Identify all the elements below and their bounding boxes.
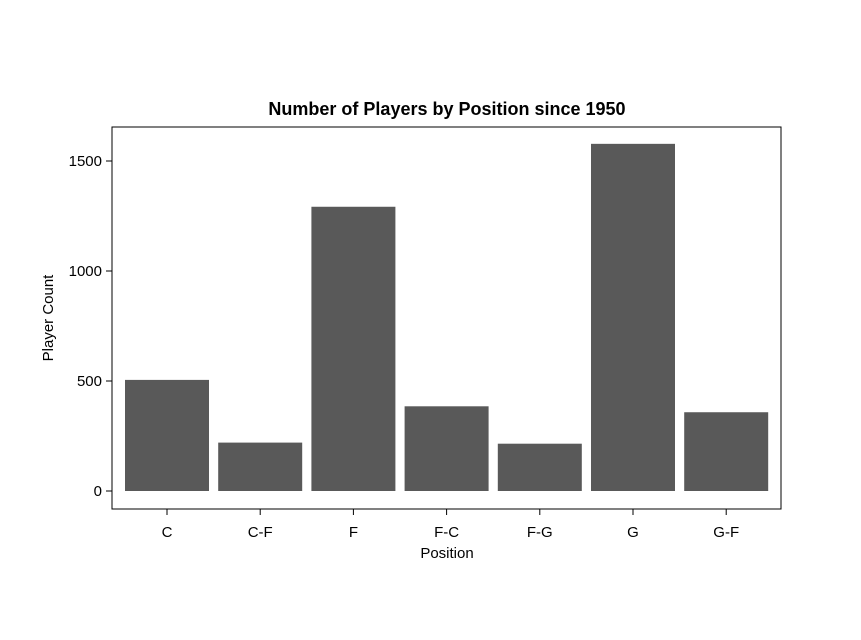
y-axis: 0 500 1000 1500 [69,153,112,500]
x-tick-label: G [627,524,639,541]
x-tick-label: C-F [248,524,273,541]
bar-f [311,206,396,491]
y-tick-label: 1500 [69,153,102,170]
bar-f-g [497,443,582,491]
y-axis-label: Player Count [40,274,57,362]
bar-g-f [684,412,769,491]
x-tick-label: C [162,524,173,541]
x-axis: C C-F F F-C F-G G G-F [162,509,739,541]
bar-c-f [218,442,303,491]
x-tick-label: F-C [434,524,459,541]
y-tick-label: 500 [77,373,102,390]
bar-f-c [404,406,489,491]
bar-g [591,143,675,491]
bar-c [125,379,209,491]
y-tick-label: 0 [94,483,102,500]
x-tick-label: F [349,524,358,541]
bar-series [125,143,769,491]
y-tick-label: 1000 [69,263,102,280]
x-tick-label: F-G [527,524,553,541]
chart-title: Number of Players by Position since 1950 [268,99,625,119]
x-tick-label: G-F [713,524,739,541]
x-axis-label: Position [420,545,473,562]
